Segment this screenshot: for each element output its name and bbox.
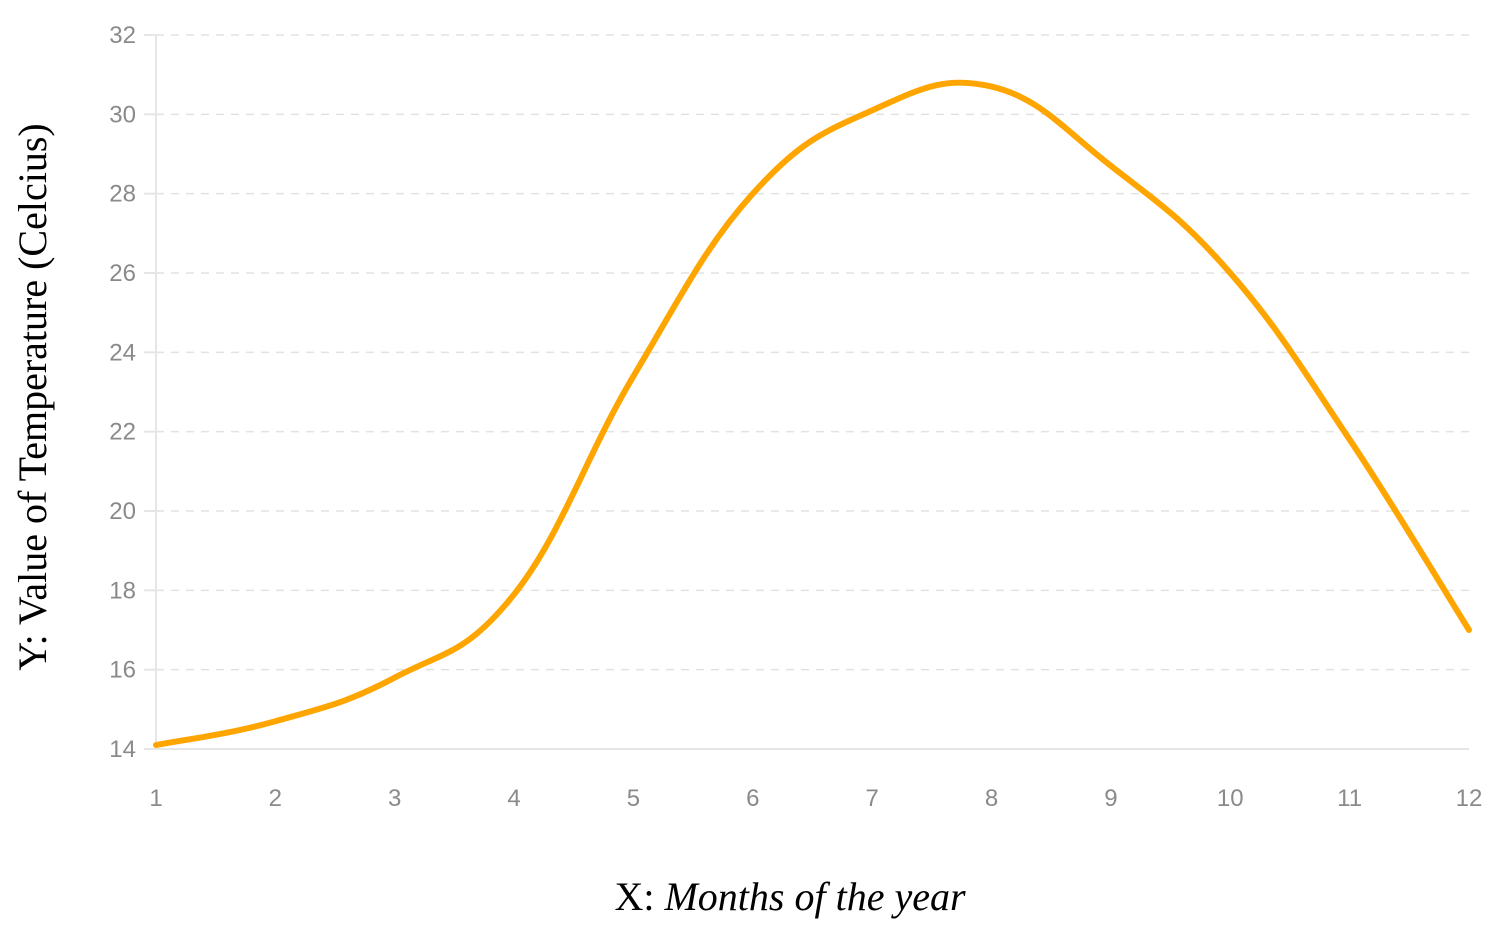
y-tick-labels: 14 16 18 20 22 24 26 28 30 32 [109, 22, 136, 763]
y-tick-label: 22 [109, 419, 136, 446]
x-axis-title-text: Months of the year [663, 874, 965, 919]
x-tick-label: 8 [985, 785, 998, 812]
x-tick-label: 6 [746, 785, 759, 812]
x-axis-title: X: Months of the year [614, 874, 965, 919]
x-tick-label: 3 [388, 785, 401, 812]
x-tick-label: 7 [866, 785, 879, 812]
x-tick-label: 11 [1337, 785, 1362, 812]
x-tick-label: 2 [269, 785, 282, 812]
series-layer [153, 79, 1472, 749]
y-tick-label: 24 [109, 339, 136, 366]
x-tick-label: 10 [1217, 785, 1244, 812]
y-tick-label: 14 [109, 736, 136, 763]
y-tick-label: 30 [109, 101, 136, 128]
x-tick-labels: 1 2 3 4 5 6 7 8 9 10 11 12 [149, 785, 1482, 812]
x-tick-label: 1 [149, 785, 162, 812]
y-tick-label: 18 [109, 577, 136, 604]
x-tick-label: 12 [1456, 785, 1483, 812]
axes [144, 34, 1469, 750]
y-tick-label: 20 [109, 498, 136, 525]
x-axis-title-prefix: X: [614, 874, 664, 919]
y-tick-label: 16 [109, 657, 136, 684]
x-tick-label: 9 [1104, 785, 1117, 812]
grid-lines [156, 34, 1469, 671]
series-line-0 [153, 79, 1472, 749]
x-tick-label: 4 [507, 785, 520, 812]
y-axis-title: Y: Value of Temperature (Celcius) [10, 123, 55, 670]
x-tick-label: 5 [627, 785, 640, 812]
y-tick-label: 26 [109, 260, 136, 287]
y-tick-label: 32 [109, 22, 136, 49]
y-tick-label: 28 [109, 181, 136, 208]
